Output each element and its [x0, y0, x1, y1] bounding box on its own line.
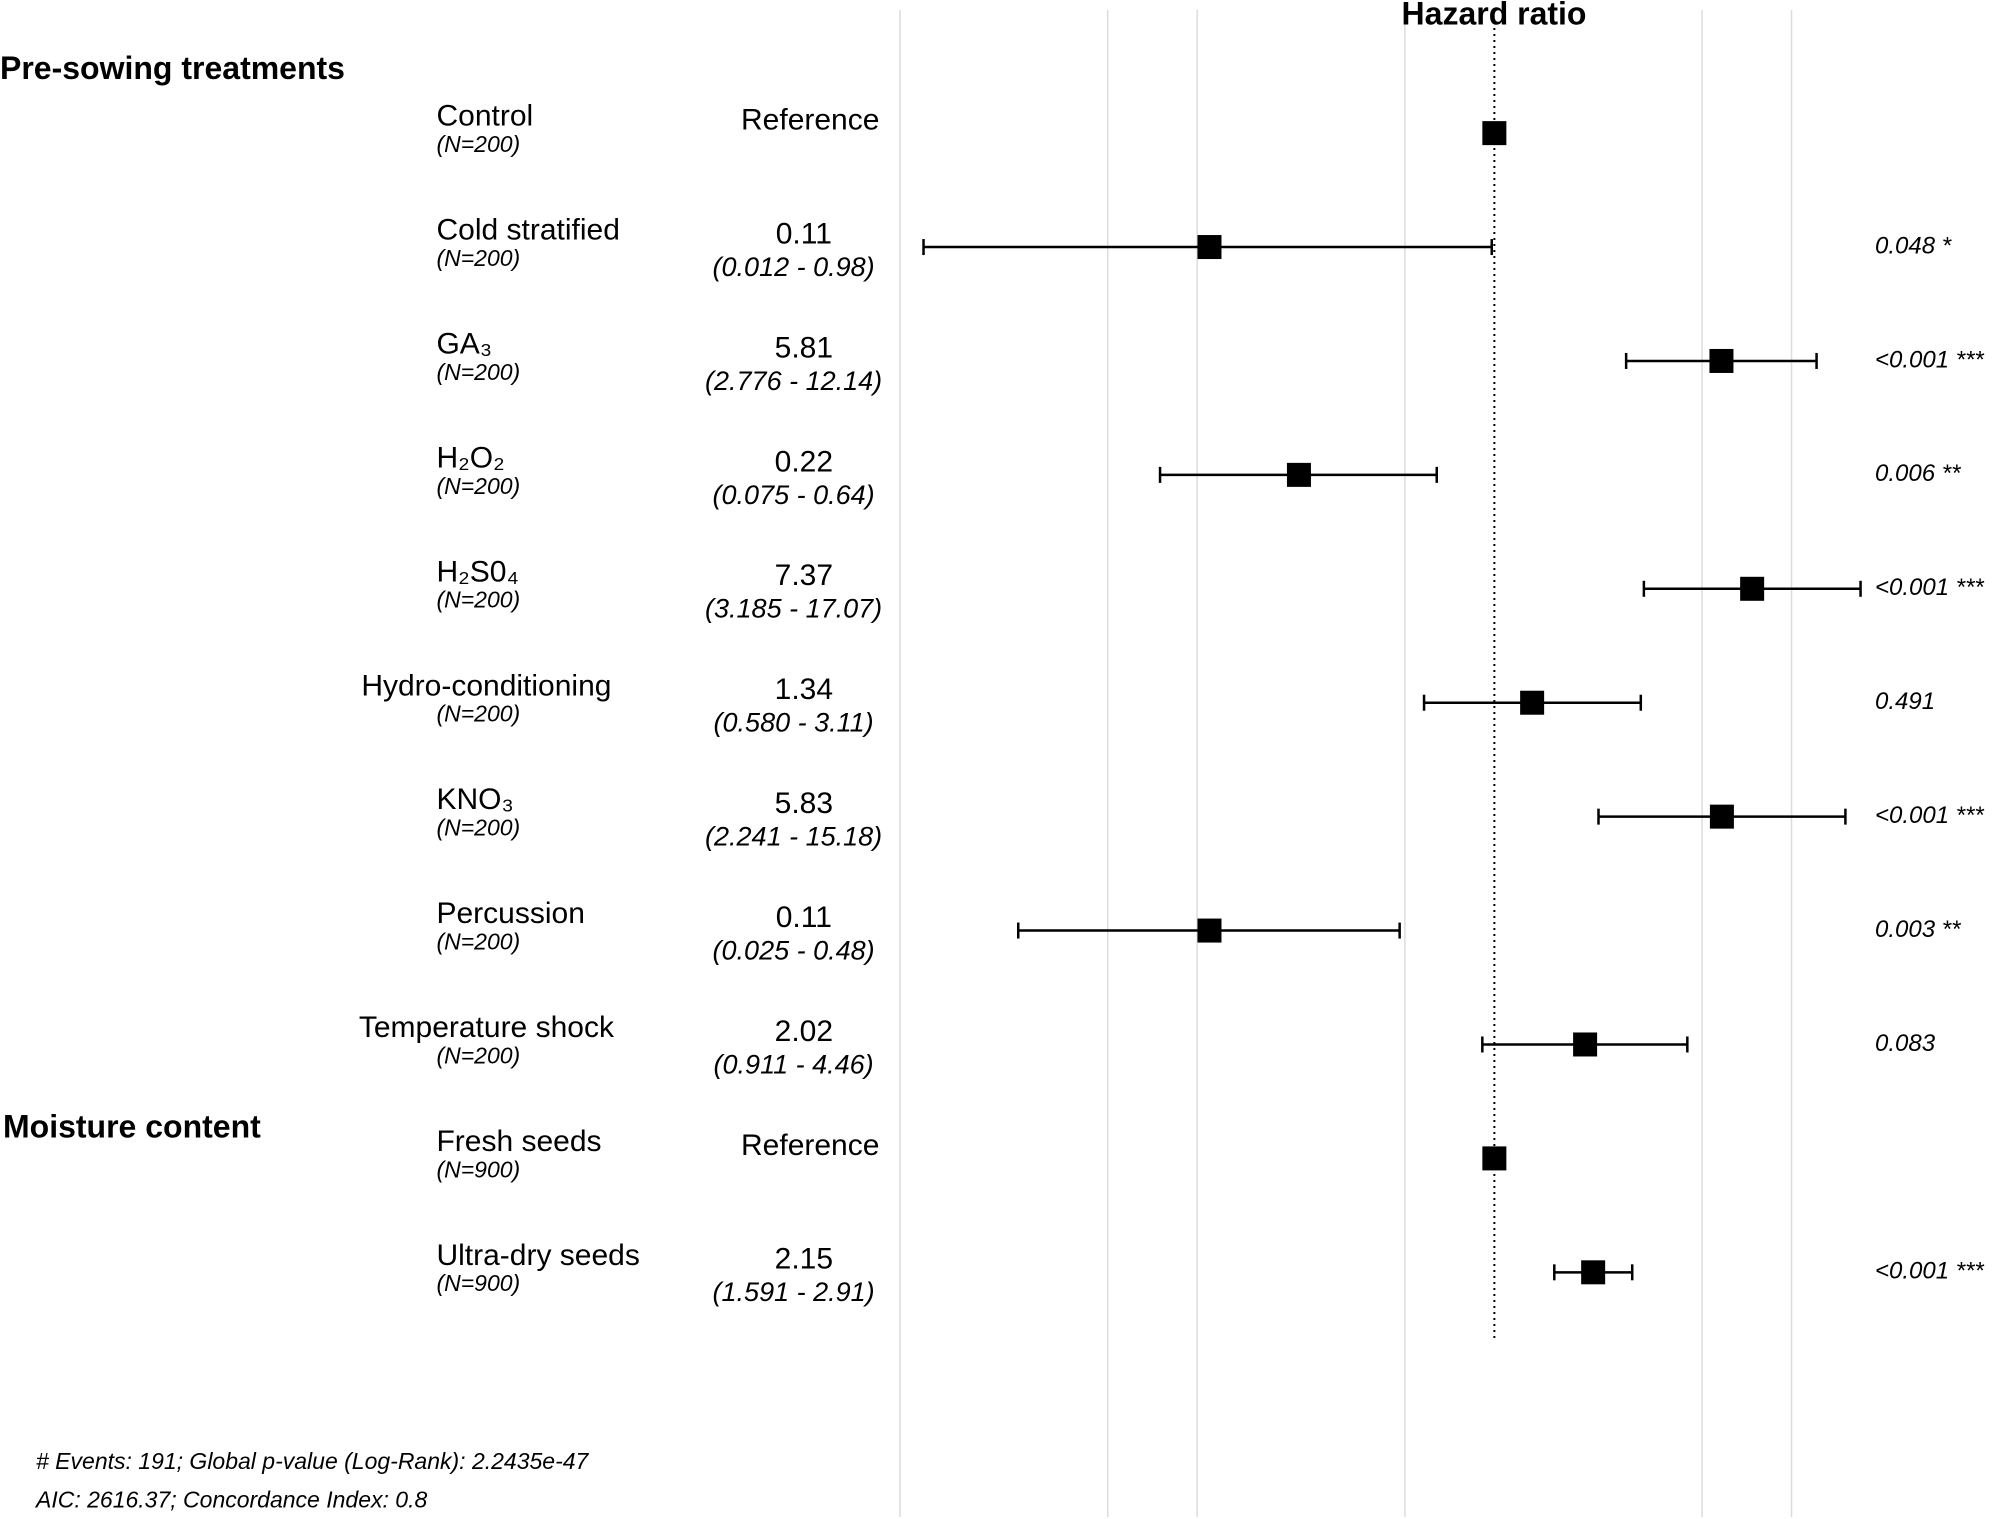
footnote: # Events: 191; Global p-value (Log-Rank)… [36, 1448, 590, 1474]
estimate-label: 5.83 [775, 787, 833, 820]
p-label: 0.083 [1875, 1030, 1936, 1057]
estimate-label: 5.81 [775, 331, 833, 364]
row-label: GA₃ [436, 328, 492, 361]
row-n: (N=200) [436, 245, 520, 271]
row-label: Percussion [436, 897, 584, 930]
row-label: Control [436, 100, 533, 133]
row-label: Fresh seeds [436, 1125, 601, 1158]
ci-label: (3.185 - 17.07) [705, 594, 882, 624]
row-n: (N=200) [436, 1042, 520, 1068]
footnote: AIC: 2616.37; Concordance Index: 0.8 [34, 1487, 427, 1513]
p-label: <0.001 *** [1875, 346, 1984, 373]
row-n: (N=900) [436, 1270, 520, 1296]
ci-label: (2.241 - 15.18) [705, 822, 882, 852]
row-label: Ultra-dry seeds [436, 1239, 639, 1272]
ci-label: (0.075 - 0.64) [713, 480, 875, 510]
estimate-label: 1.34 [775, 673, 833, 706]
row-label: H₂O₂ [436, 441, 504, 474]
estimate-label: 2.15 [775, 1243, 833, 1276]
ci-label: (0.012 - 0.98) [713, 252, 875, 282]
reference-square [1482, 121, 1507, 146]
p-label: 0.003 ** [1875, 916, 1961, 943]
estimate-label: 0.11 [776, 901, 832, 934]
row-label: Temperature shock [359, 1011, 615, 1044]
p-label: <0.001 *** [1875, 802, 1984, 829]
reference-square [1482, 1146, 1507, 1171]
row-n: (N=200) [436, 131, 520, 157]
estimate-label: 2.02 [775, 1015, 833, 1048]
estimate-square [1573, 1032, 1598, 1057]
estimate-square [1520, 690, 1545, 715]
p-label: 0.491 [1875, 688, 1935, 715]
ci-label: (1.591 - 2.91) [713, 1277, 875, 1307]
row-n: (N=200) [436, 473, 520, 499]
row-label: Hydro-conditioning [361, 669, 611, 702]
group-header: Moisture content [3, 1108, 261, 1144]
grid [899, 10, 1793, 1517]
estimate-label: 0.22 [775, 445, 833, 478]
row-label: Cold stratified [436, 214, 619, 247]
ci-label: (2.776 - 12.14) [705, 366, 882, 396]
row-n: (N=200) [436, 359, 520, 385]
row-n: (N=200) [436, 815, 520, 841]
row-n: (N=200) [436, 587, 520, 613]
p-label: <0.001 *** [1875, 1258, 1984, 1285]
estimate-square [1581, 1260, 1606, 1285]
estimate-square [1197, 235, 1222, 260]
estimate-square [1709, 348, 1734, 373]
chart-title: Hazard ratio [1402, 0, 1587, 31]
row-n: (N=200) [436, 928, 520, 954]
estimate-square [1286, 462, 1311, 487]
row-label: H₂S0₄ [436, 555, 518, 588]
estimate-label: 0.11 [776, 217, 832, 250]
reference-label: Reference [741, 104, 879, 137]
p-label: <0.001 *** [1875, 574, 1984, 601]
estimate-square [1197, 918, 1222, 943]
estimate-label: 7.37 [775, 559, 833, 592]
estimate-square [1709, 804, 1734, 829]
p-label: 0.006 ** [1875, 460, 1961, 487]
estimate-square [1740, 576, 1765, 601]
ci-label: (0.025 - 0.48) [713, 935, 875, 965]
p-label: 0.048 * [1875, 232, 1952, 259]
row-n: (N=900) [436, 1156, 520, 1182]
group-header: Pre-sowing treatments [0, 50, 345, 86]
ci-label: (0.580 - 3.11) [714, 708, 874, 738]
ci-label: (0.911 - 4.46) [714, 1049, 874, 1079]
reference-label: Reference [741, 1129, 879, 1162]
row-label: KNO₃ [436, 783, 513, 816]
row-n: (N=200) [436, 701, 520, 727]
